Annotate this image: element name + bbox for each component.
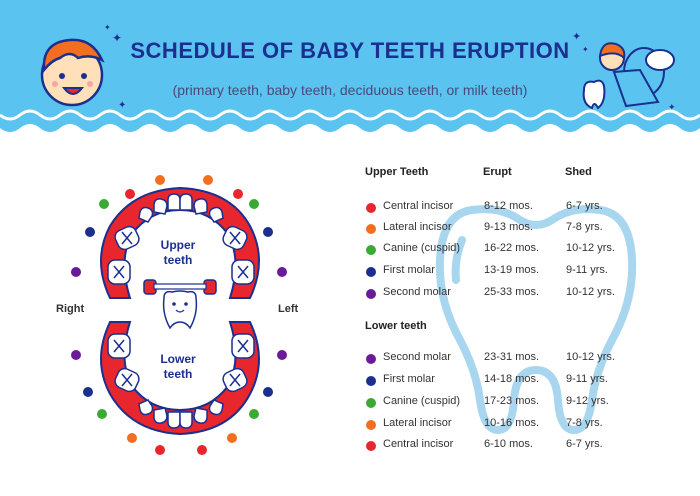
tooth-name: Central incisor	[383, 200, 454, 212]
svg-text:✦: ✦	[668, 102, 676, 112]
erupt-age: 6-10 mos.	[484, 438, 533, 450]
central-incisor-dot	[203, 175, 213, 185]
color-dot	[366, 245, 376, 255]
upper-teeth-header: Upper Teeth	[365, 166, 429, 178]
erupt-age: 25-33 mos.	[484, 286, 540, 298]
erupt-age: 17-23 mos.	[484, 395, 540, 407]
shed-age: 10-12 yrs.	[566, 351, 615, 363]
shed-age: 9-11 yrs.	[566, 264, 608, 276]
erupt-age: 13-19 mos.	[484, 264, 540, 276]
svg-text:✦: ✦	[572, 31, 581, 43]
tooth-name: Central incisor	[383, 438, 454, 450]
shed-age: 9-11 yrs.	[566, 373, 608, 385]
shed-age: 6-7 yrs.	[566, 438, 603, 450]
color-dot	[366, 267, 376, 277]
lower-teeth-label: Lower teeth	[160, 352, 196, 381]
page-subtitle: (primary teeth, baby teeth, deciduous te…	[172, 82, 528, 98]
central-incisor-dot	[155, 175, 165, 185]
page-title: SCHEDULE OF BABY TEETH ERUPTION	[130, 38, 570, 63]
color-dot	[366, 354, 376, 364]
erupt-age: 23-31 mos.	[484, 351, 540, 363]
erupt-age: 14-18 mos.	[484, 373, 540, 385]
erupt-age: 10-16 mos.	[484, 417, 540, 429]
tooth-name: Canine (cuspid)	[383, 395, 461, 407]
tooth-name: Lateral incisor	[383, 221, 452, 233]
tooth-name: Second molar	[383, 351, 451, 363]
erupt-header: Erupt	[483, 166, 512, 178]
boy-face-icon: ✦ ✦ ✦	[40, 23, 126, 111]
shed-age: 10-12 yrs.	[566, 286, 615, 298]
shed-age: 7-8 yrs.	[566, 417, 603, 429]
tooth-name: Canine (cuspid)	[383, 242, 461, 254]
tooth-name: Lateral incisor	[383, 417, 452, 429]
color-dot	[366, 203, 376, 213]
tooth-name: First molar	[383, 264, 435, 276]
color-dot	[366, 398, 376, 408]
svg-text:✦: ✦	[582, 45, 589, 54]
erupt-age: 8-12 mos.	[484, 200, 533, 212]
erupt-age: 16-22 mos.	[484, 242, 540, 254]
lower-teeth-header: Lower teeth	[365, 320, 427, 332]
header-background	[0, 0, 700, 132]
color-dot	[366, 420, 376, 430]
dental-arch-diagram	[71, 175, 287, 455]
shed-age: 6-7 yrs.	[566, 200, 603, 212]
upper-teeth-label: Upper teeth	[160, 238, 196, 267]
left-label: Left	[278, 303, 299, 315]
tooth-name: First molar	[383, 373, 435, 385]
tooth-mascot	[143, 279, 217, 330]
erupt-age: 9-13 mos.	[484, 221, 533, 233]
svg-text:✦: ✦	[118, 100, 126, 111]
tooth-name: Second molar	[383, 286, 451, 298]
shed-age: 10-12 yrs.	[566, 242, 615, 254]
svg-text:✦: ✦	[104, 23, 111, 32]
shed-age: 9-12 yrs.	[566, 395, 609, 407]
shed-age: 7-8 yrs.	[566, 221, 603, 233]
color-dot	[366, 376, 376, 386]
color-dot	[366, 441, 376, 451]
shed-header: Shed	[565, 166, 592, 178]
tooth-outline-icon	[435, 205, 637, 434]
tooth-fairy-icon: ✦ ✦ ✦	[572, 31, 676, 112]
color-dot	[366, 224, 376, 234]
right-label: Right	[56, 303, 85, 315]
color-dot	[366, 289, 376, 299]
svg-text:✦: ✦	[112, 31, 122, 45]
